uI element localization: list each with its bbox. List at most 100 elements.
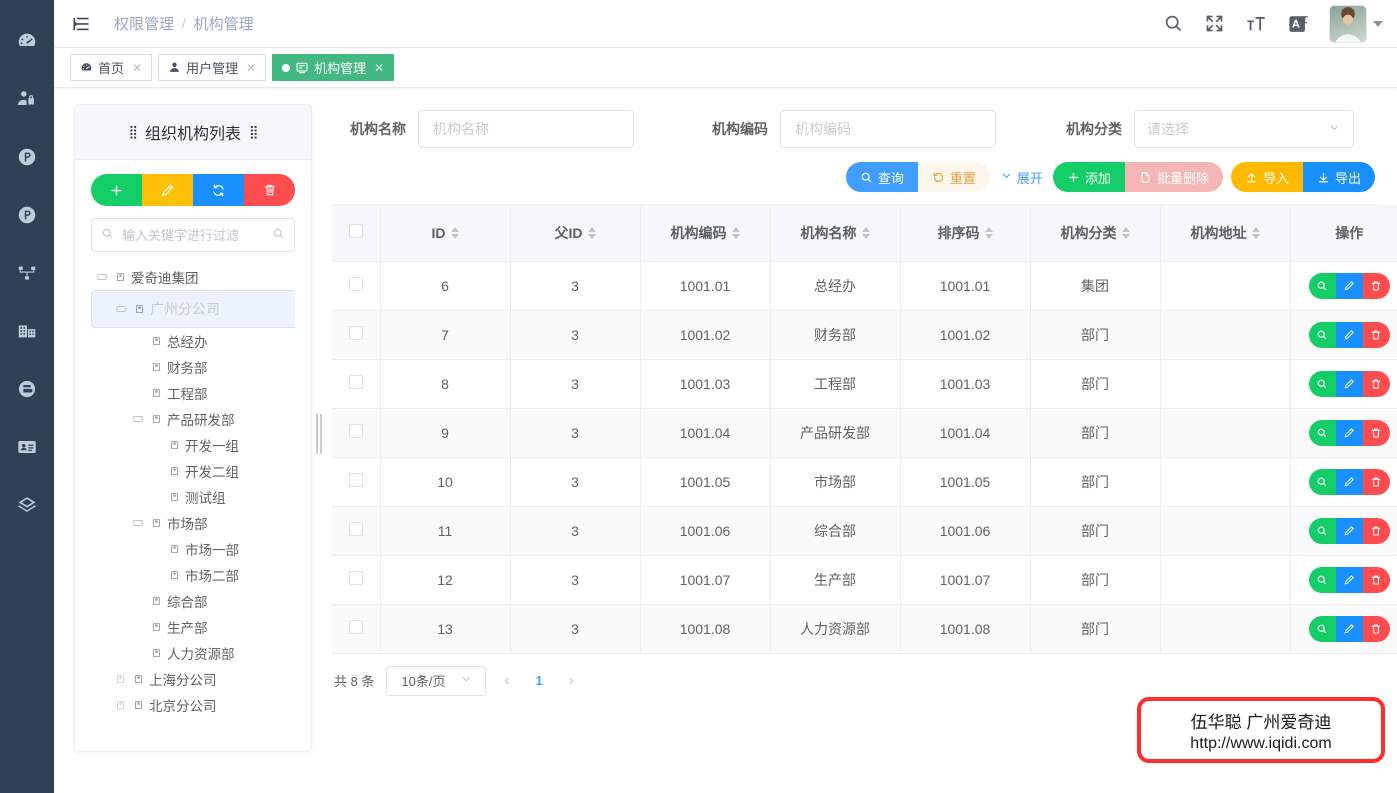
pagination-next-button[interactable]: ›	[568, 672, 574, 689]
table-row[interactable]: 8 3 1001.03 工程部 1001.03 部门	[332, 359, 1397, 409]
row-view-button[interactable]	[1308, 517, 1336, 544]
row-edit-button[interactable]	[1335, 370, 1363, 397]
add-button[interactable]: 添加	[1052, 162, 1125, 192]
row-checkbox[interactable]	[348, 620, 363, 634]
chevron-down-icon[interactable]	[1373, 20, 1383, 27]
row-delete-button[interactable]	[1362, 615, 1390, 642]
rail-item-p-two[interactable]	[0, 186, 54, 244]
tree-expand-icon[interactable]	[131, 516, 145, 530]
search-icon[interactable]	[1163, 13, 1184, 34]
query-button[interactable]: 查询	[845, 162, 918, 192]
row-delete-button[interactable]	[1362, 321, 1390, 348]
batch-delete-button[interactable]: 批量删除	[1124, 162, 1223, 192]
user-menu[interactable]	[1329, 4, 1383, 43]
row-view-button[interactable]	[1308, 370, 1336, 397]
row-view-button[interactable]	[1308, 615, 1336, 642]
tree-node[interactable]: 开发一组	[91, 432, 295, 458]
org-tree-list[interactable]: 爱奇迪集团 广州分公司 总经办 财务部 工程部 产品研发部 开发一组 开发二组 测试组 市场部 市场…	[91, 264, 295, 751]
org-code-input[interactable]	[793, 120, 983, 138]
table-row[interactable]: 12 3 1001.07 生产部 1001.07 部门	[332, 555, 1397, 605]
row-delete-button[interactable]	[1362, 468, 1390, 495]
table-header-category[interactable]: 机构分类	[1030, 205, 1161, 262]
table-header-code[interactable]: 机构编码	[640, 205, 771, 262]
table-cell-checkbox[interactable]	[332, 310, 381, 360]
org-code-input-wrap[interactable]	[780, 110, 996, 148]
row-delete-button[interactable]	[1362, 419, 1390, 446]
tree-node[interactable]: 广州分公司	[91, 290, 295, 328]
pagination-page-1[interactable]: 1	[535, 673, 543, 688]
user-avatar[interactable]	[1329, 4, 1367, 43]
table-cell-op[interactable]	[1290, 261, 1397, 311]
select-all-checkbox[interactable]	[348, 224, 363, 239]
sort-icon[interactable]	[1251, 226, 1260, 239]
tree-node[interactable]: 市场二部	[91, 562, 295, 588]
tree-node[interactable]: 产品研发部	[91, 406, 295, 432]
tree-node[interactable]: 人力资源部	[91, 640, 295, 666]
tree-expand-icon[interactable]	[95, 270, 109, 284]
rail-item-permission[interactable]	[0, 70, 54, 128]
row-checkbox[interactable]	[348, 522, 363, 536]
tree-filter-input-wrap[interactable]	[91, 218, 295, 252]
tree-node[interactable]: 测试组	[91, 484, 295, 510]
tree-node[interactable]: 综合部	[91, 588, 295, 614]
table-cell-op[interactable]	[1290, 408, 1397, 458]
table-cell-op[interactable]	[1290, 506, 1397, 556]
rail-item-building[interactable]	[0, 302, 54, 360]
tree-node[interactable]: 生产部	[91, 614, 295, 640]
search-icon-trailing[interactable]	[272, 227, 285, 243]
row-edit-button[interactable]	[1335, 419, 1363, 446]
table-header-pid[interactable]: 父ID	[510, 205, 641, 262]
tree-edit-button[interactable]	[142, 174, 193, 206]
tab-close-icon[interactable]: ✕	[132, 60, 143, 75]
row-delete-button[interactable]	[1362, 517, 1390, 544]
table-header-id[interactable]: ID	[380, 205, 511, 262]
tree-expand-icon[interactable]	[131, 412, 145, 426]
tree-node[interactable]: 开发二组	[91, 458, 295, 484]
sort-icon[interactable]	[1121, 226, 1130, 239]
tree-node[interactable]: 市场一部	[91, 536, 295, 562]
table-row[interactable]: 9 3 1001.04 产品研发部 1001.04 部门	[332, 408, 1397, 458]
tab-org-management[interactable]: 机构管理 ✕	[272, 54, 395, 81]
table-cell-checkbox[interactable]	[332, 555, 381, 605]
table-cell-checkbox[interactable]	[332, 604, 381, 654]
tree-filter-input[interactable]	[120, 226, 266, 244]
table-cell-op[interactable]	[1290, 555, 1397, 605]
row-view-button[interactable]	[1308, 566, 1336, 593]
tree-refresh-button[interactable]	[193, 174, 244, 206]
table-cell-op[interactable]	[1290, 604, 1397, 654]
table-header-name[interactable]: 机构名称	[770, 205, 901, 262]
tree-delete-button[interactable]	[244, 174, 295, 206]
export-button[interactable]: 导出	[1302, 162, 1375, 192]
panel-splitter[interactable]	[314, 104, 324, 763]
rail-item-id-card[interactable]	[0, 418, 54, 476]
tab-close-icon[interactable]: ✕	[374, 60, 385, 75]
row-edit-button[interactable]	[1335, 468, 1363, 495]
row-edit-button[interactable]	[1335, 321, 1363, 348]
tree-node[interactable]: 爱奇迪集团	[91, 264, 295, 290]
fullscreen-icon[interactable]	[1204, 13, 1225, 34]
table-header-seq[interactable]: 排序码	[900, 205, 1031, 262]
rail-item-layers[interactable]	[0, 476, 54, 534]
table-cell-op[interactable]	[1290, 359, 1397, 409]
sort-icon[interactable]	[587, 226, 596, 239]
row-edit-button[interactable]	[1335, 517, 1363, 544]
row-delete-button[interactable]	[1362, 566, 1390, 593]
rail-item-sitemap[interactable]	[0, 244, 54, 302]
table-cell-op[interactable]	[1290, 310, 1397, 360]
row-checkbox[interactable]	[348, 326, 363, 340]
tab-close-icon[interactable]: ✕	[246, 60, 257, 75]
table-cell-checkbox[interactable]	[332, 408, 381, 458]
tab-user-management[interactable]: 用户管理 ✕	[158, 54, 267, 81]
org-name-input-wrap[interactable]	[418, 110, 634, 148]
table-row[interactable]: 7 3 1001.02 财务部 1001.02 部门	[332, 310, 1397, 360]
expand-toggle[interactable]: 展开	[1000, 168, 1043, 187]
table-row[interactable]: 11 3 1001.06 综合部 1001.06 部门	[332, 506, 1397, 556]
table-row[interactable]: 6 3 1001.01 总经办 1001.01 集团	[332, 261, 1397, 311]
table-row[interactable]: 13 3 1001.08 人力资源部 1001.08 部门	[332, 604, 1397, 654]
translate-icon[interactable]	[1287, 13, 1309, 35]
font-size-icon[interactable]	[1245, 13, 1267, 35]
row-checkbox[interactable]	[348, 375, 363, 389]
breadcrumb-item-0[interactable]: 权限管理	[114, 16, 175, 33]
page-size-select[interactable]: 10条/页	[386, 665, 487, 696]
rail-item-dashboard[interactable]	[0, 12, 54, 70]
